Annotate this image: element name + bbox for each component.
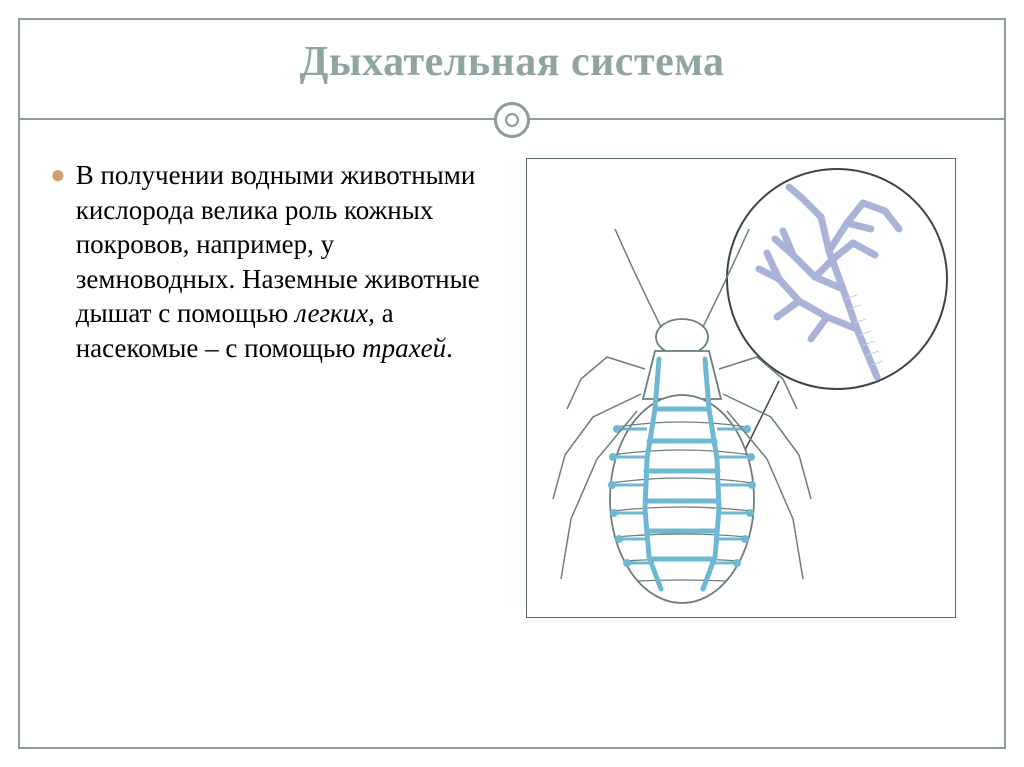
body-part-1: В получении водными животными кислорода …	[76, 160, 480, 328]
diagram-frame	[526, 158, 956, 618]
bullet-item: ● В получении водными животными кислород…	[50, 158, 494, 365]
divider	[20, 100, 1004, 140]
insect-head	[656, 319, 708, 355]
title-block: Дыхательная система	[20, 20, 1004, 94]
bullet-icon: ●	[50, 158, 76, 192]
divider-circle-inner	[505, 113, 519, 127]
slide-title: Дыхательная система	[20, 38, 1004, 86]
image-column	[508, 158, 974, 618]
body-italic-1: легких	[295, 298, 368, 328]
content-row: ● В получении водными животными кислород…	[20, 140, 1004, 618]
body-part-3: .	[446, 333, 453, 363]
divider-circle-outer	[494, 102, 530, 138]
body-italic-2: трахей	[362, 333, 446, 363]
text-column: ● В получении водными животными кислород…	[50, 158, 494, 618]
body-paragraph: В получении водными животными кислорода …	[76, 158, 494, 365]
insect-trachea-diagram	[527, 159, 957, 619]
slide-frame: Дыхательная система ● В получении водным…	[18, 18, 1006, 749]
antenna-left	[615, 229, 662, 329]
